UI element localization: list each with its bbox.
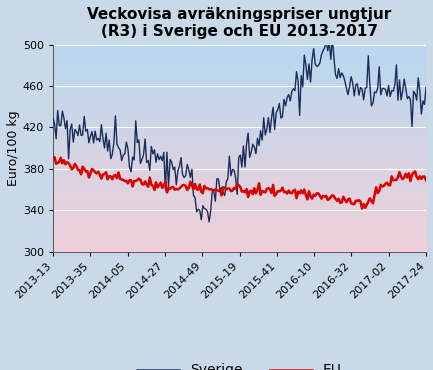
Y-axis label: Euro/100 kg: Euro/100 kg [7,110,20,186]
Title: Veckovisa avräkningspriser ungtjur
(R3) i Sverige och EU 2013-2017: Veckovisa avräkningspriser ungtjur (R3) … [87,7,392,39]
Legend: Sverige, EU: Sverige, EU [132,358,347,370]
